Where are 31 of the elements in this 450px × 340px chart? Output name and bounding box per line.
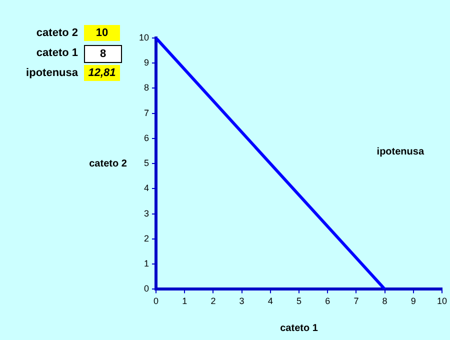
y-tick-label: 2 (144, 233, 150, 244)
x-tick-label: 4 (268, 296, 273, 306)
x-tick-label: 7 (354, 296, 359, 306)
text: 10 (84, 25, 120, 41)
y-tick-label: 8 (144, 82, 150, 93)
text: ipotenusa (25, 66, 78, 81)
x-tick-label: 2 (210, 296, 216, 306)
x-tick-label: 9 (410, 296, 416, 306)
text: ipotenusa (376, 146, 424, 158)
y-tick-label: 4 (144, 183, 150, 194)
y-tick-label: 10 (138, 32, 150, 42)
text: cateto 1 (35, 46, 78, 61)
x-tick-label: 0 (154, 296, 159, 306)
x-axis-title: cateto 1 (280, 322, 318, 334)
y-tick-label: 9 (144, 58, 150, 68)
x-tick-label: 5 (296, 296, 302, 306)
y-tick-label: 5 (144, 158, 150, 168)
x-tick-label: 3 (239, 296, 244, 306)
y-tick-label: 6 (144, 132, 150, 143)
y-tick-label: 1 (144, 258, 150, 269)
y-tick-label: 7 (144, 108, 150, 118)
y-tick-label: 0 (144, 284, 150, 294)
text: 12,81 (84, 65, 120, 81)
text: 8 (84, 45, 122, 63)
y-tick-label: 3 (144, 208, 150, 218)
y-axis-title: cateto 2 (89, 158, 128, 170)
x-tick-label: 6 (325, 296, 330, 306)
x-tick-label: 8 (382, 296, 388, 306)
x-tick-label: 1 (182, 296, 188, 306)
x-tick-label: 10 (436, 296, 447, 306)
text: cateto 2 (35, 26, 78, 41)
